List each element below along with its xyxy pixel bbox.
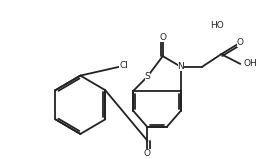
Text: N: N xyxy=(178,62,184,71)
Text: O: O xyxy=(159,33,166,42)
Text: O: O xyxy=(237,38,244,47)
Text: OH: OH xyxy=(244,59,257,68)
Text: Cl: Cl xyxy=(119,61,128,70)
Text: O: O xyxy=(144,149,151,158)
Text: HO: HO xyxy=(211,21,224,30)
Text: S: S xyxy=(144,72,150,81)
